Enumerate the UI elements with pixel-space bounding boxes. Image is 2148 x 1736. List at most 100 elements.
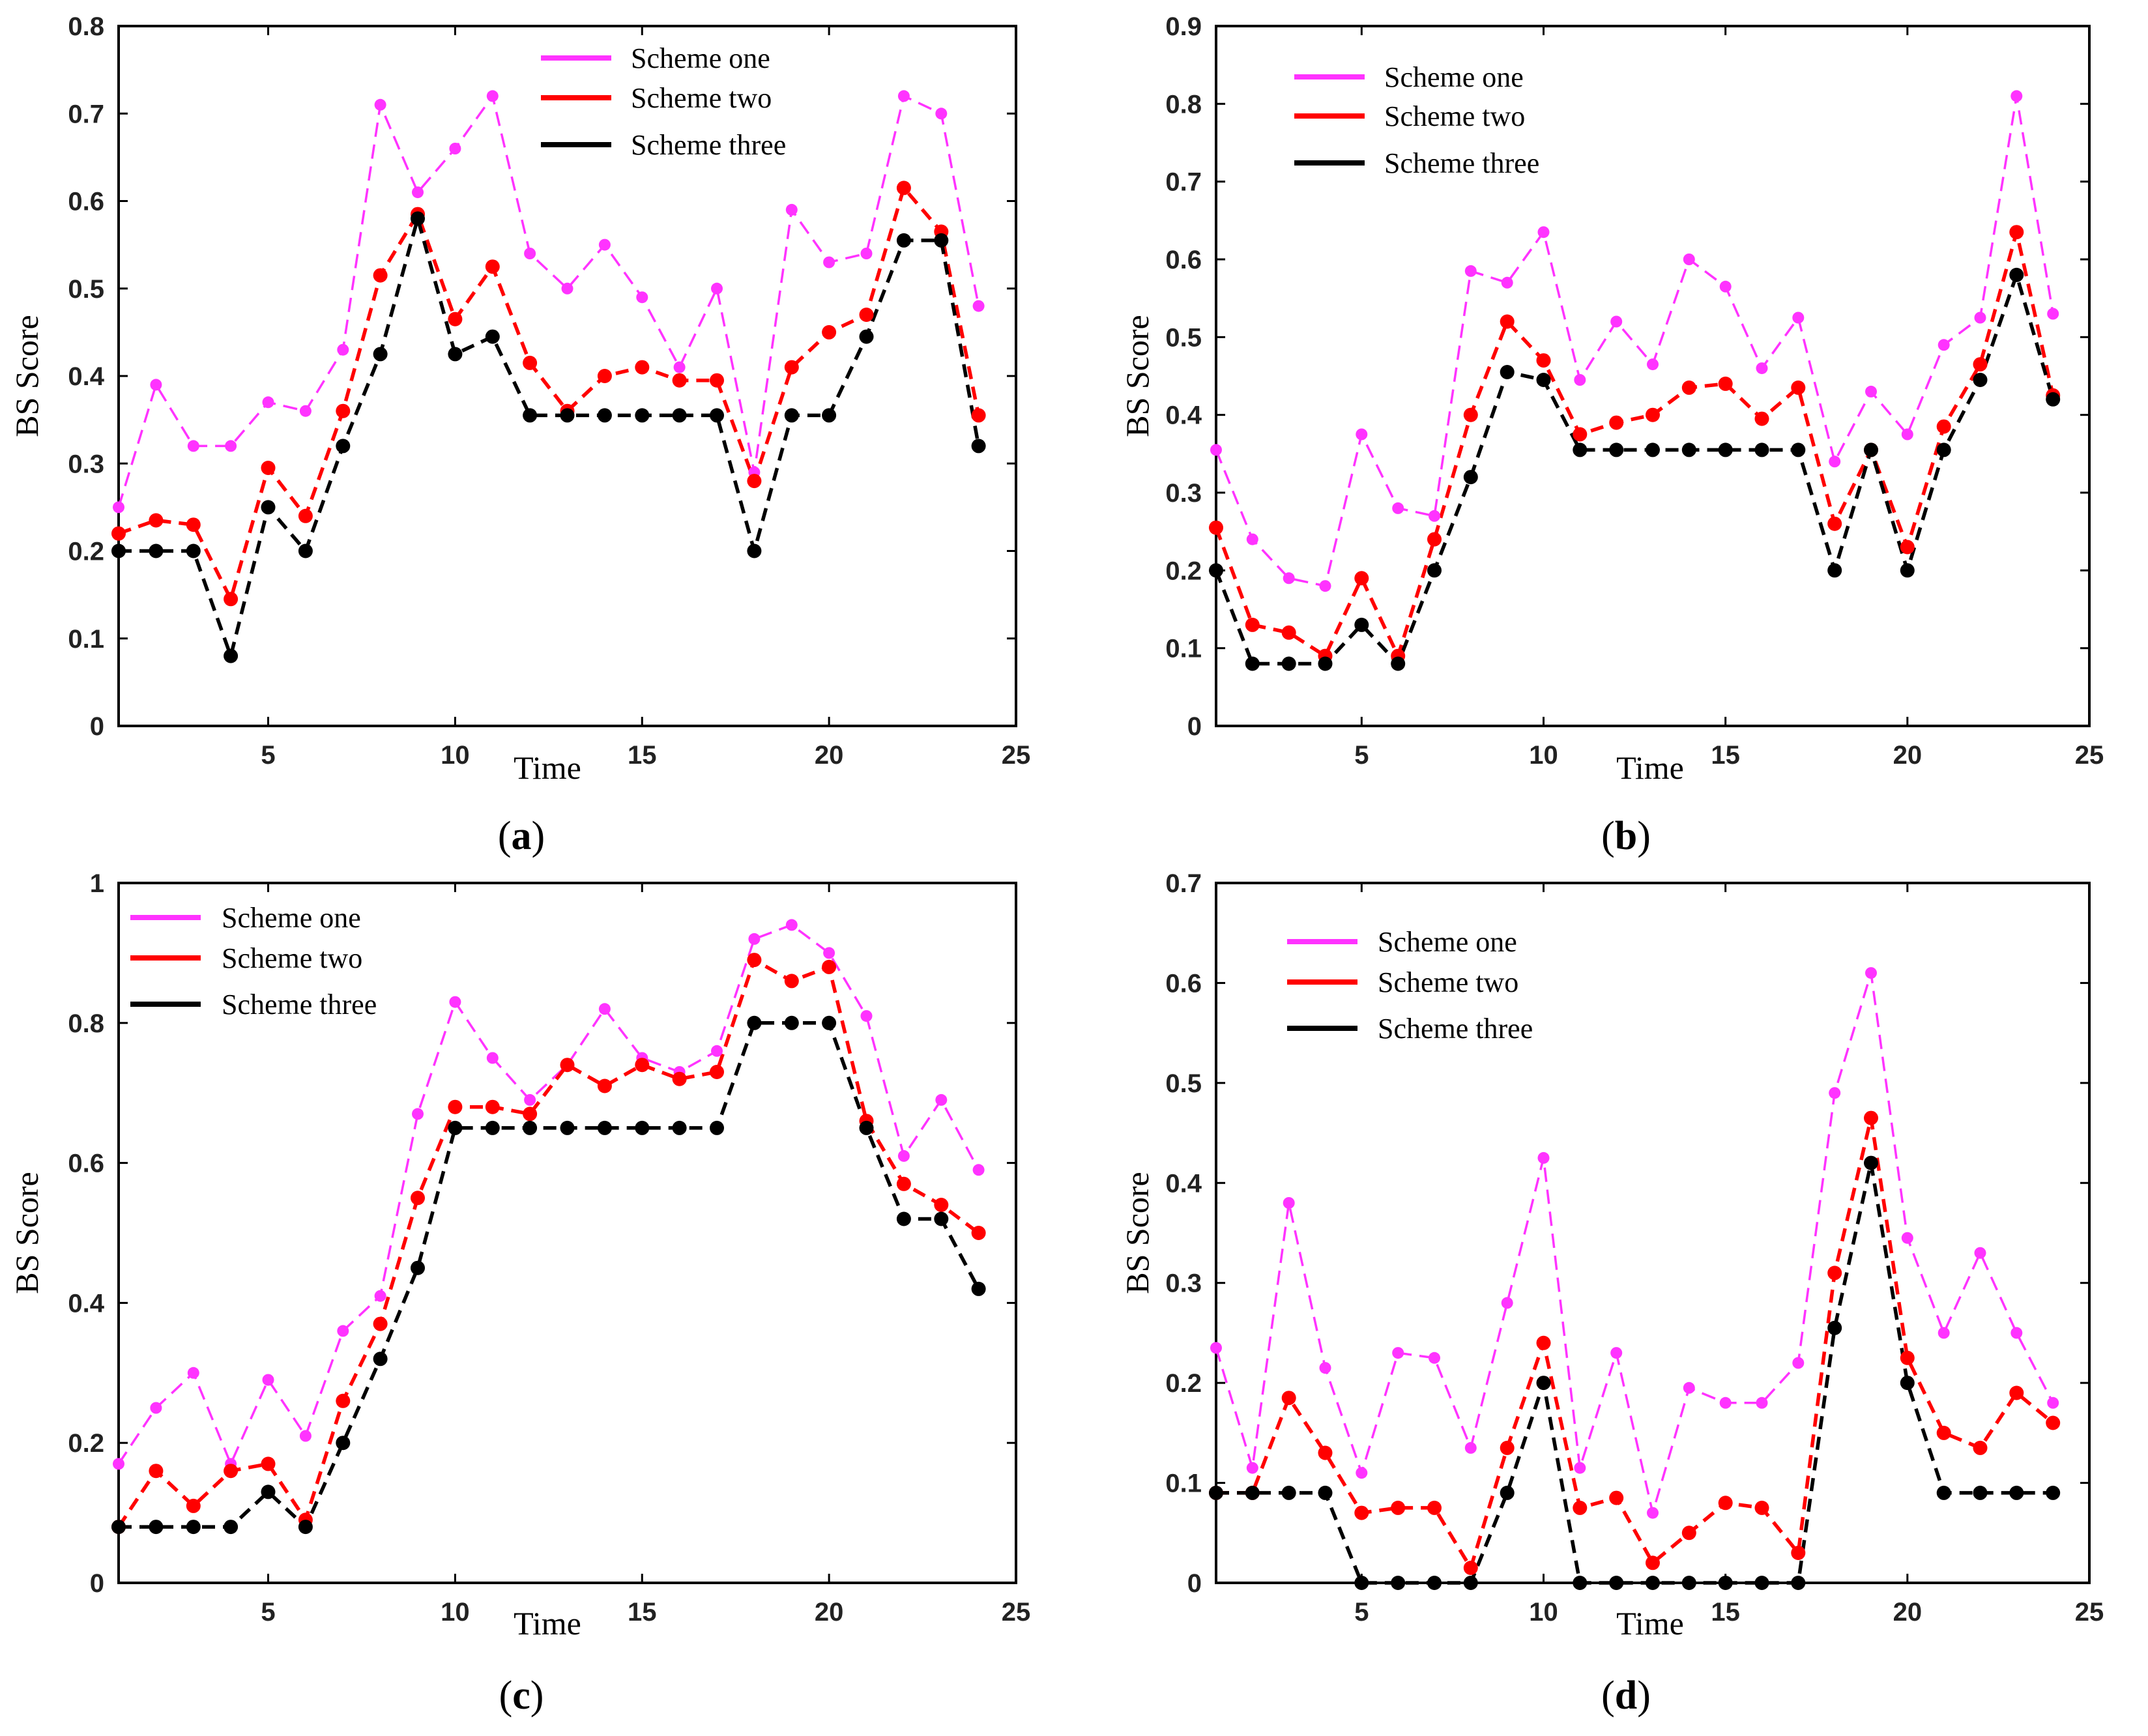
data-point-scheme-one	[1319, 1362, 1331, 1374]
data-point-scheme-three	[1936, 442, 1951, 457]
y-tick-label: 0.6	[1165, 969, 1202, 998]
data-point-scheme-one	[337, 1325, 349, 1337]
x-tick-label: 20	[815, 1598, 844, 1627]
y-tick-label: 0.9	[1165, 12, 1202, 41]
y-tick-label: 0.7	[1165, 869, 1202, 898]
data-point-scheme-two	[149, 513, 164, 528]
data-point-scheme-two	[111, 526, 126, 541]
data-point-scheme-three	[747, 1015, 762, 1030]
data-point-scheme-three	[1791, 1576, 1806, 1590]
data-point-scheme-one	[935, 108, 948, 120]
data-point-scheme-one	[860, 1010, 873, 1022]
data-point-scheme-two	[1681, 380, 1696, 395]
data-point-scheme-one	[785, 203, 798, 216]
x-tick-label: 20	[1893, 741, 1923, 770]
data-point-scheme-two	[485, 259, 500, 274]
data-point-scheme-one	[1829, 1087, 1841, 1099]
data-point-scheme-one	[711, 1045, 723, 1057]
y-tick-label: 0.2	[68, 538, 104, 566]
data-point-scheme-two	[523, 1107, 538, 1121]
data-point-scheme-three	[859, 329, 874, 344]
caption-close: )	[1637, 814, 1651, 858]
x-tick-label: 15	[1711, 741, 1740, 770]
data-point-scheme-three	[1681, 442, 1696, 457]
data-point-scheme-two	[1354, 571, 1369, 586]
data-point-scheme-one	[1392, 502, 1404, 514]
data-point-scheme-two	[1281, 1391, 1296, 1406]
data-point-scheme-one	[374, 1290, 386, 1302]
y-tick-label: 0	[1187, 712, 1202, 741]
data-point-scheme-three	[1900, 1376, 1915, 1391]
data-point-scheme-two	[1463, 407, 1478, 422]
data-point-scheme-two	[448, 311, 463, 326]
caption-open: (	[499, 1673, 513, 1718]
x-axis-label: Time	[514, 1605, 581, 1642]
data-point-scheme-three	[149, 1520, 164, 1535]
data-point-scheme-two	[1427, 532, 1442, 547]
tick-group	[1216, 25, 2091, 727]
x-tick-label: 15	[1711, 1598, 1740, 1627]
data-point-scheme-one	[337, 343, 349, 356]
data-point-scheme-one	[1392, 1347, 1404, 1359]
data-point-scheme-three	[971, 1281, 986, 1296]
y-tick-label: 0.4	[68, 362, 104, 391]
data-point-scheme-one	[449, 996, 461, 1008]
data-point-scheme-three	[1463, 1576, 1478, 1590]
legend-label-scheme-three: Scheme three	[222, 989, 377, 1020]
data-point-scheme-two	[523, 355, 538, 370]
series-line-scheme-two	[118, 186, 981, 601]
data-point-scheme-three	[597, 1120, 612, 1135]
x-tick-label: 5	[1354, 741, 1369, 770]
y-tick-label: 0.2	[1165, 557, 1202, 585]
x-tick-label: 25	[2075, 741, 2104, 770]
data-point-scheme-two	[710, 373, 724, 388]
x-tick-label: 15	[628, 741, 657, 770]
caption-letter: b	[1615, 814, 1637, 858]
data-point-scheme-three	[859, 1120, 874, 1135]
series-line-scheme-three	[1216, 1161, 2054, 1585]
data-point-scheme-one	[150, 1402, 162, 1414]
data-point-scheme-one	[1501, 276, 1513, 289]
data-point-scheme-one	[524, 1093, 536, 1106]
data-point-scheme-two	[747, 474, 762, 489]
data-point-scheme-three	[485, 1120, 500, 1135]
data-point-scheme-two	[373, 268, 388, 283]
data-point-scheme-three	[224, 648, 239, 663]
data-point-scheme-two	[784, 974, 799, 989]
data-point-scheme-three	[1536, 1376, 1551, 1391]
y-tick-label: 0.4	[1165, 1169, 1202, 1198]
data-point-scheme-three	[1573, 1576, 1588, 1590]
series-line-scheme-two	[1214, 230, 2055, 658]
y-tick-label: 0.8	[68, 12, 104, 41]
data-point-scheme-one	[486, 1052, 499, 1064]
caption-close: )	[1637, 1673, 1651, 1718]
data-point-scheme-two	[1718, 1496, 1733, 1511]
data-point-scheme-one	[860, 248, 873, 259]
data-point-scheme-one	[935, 1093, 948, 1106]
data-point-scheme-one	[1756, 362, 1768, 375]
data-point-scheme-three	[784, 408, 799, 423]
data-point-scheme-one	[1283, 1197, 1295, 1209]
data-point-scheme-two	[1754, 411, 1769, 426]
y-tick-label: 0.3	[1165, 1269, 1202, 1298]
data-point-scheme-two	[186, 517, 201, 532]
data-point-scheme-one	[1865, 967, 1877, 979]
data-point-scheme-three	[710, 408, 724, 423]
data-point-scheme-three	[822, 408, 837, 423]
x-tick-label: 25	[1002, 741, 1031, 770]
data-point-scheme-three	[373, 347, 388, 362]
data-point-scheme-three	[1427, 563, 1442, 578]
data-point-scheme-one	[187, 440, 199, 452]
data-point-scheme-one	[748, 933, 761, 945]
data-point-scheme-three	[1281, 656, 1296, 671]
caption-close: )	[530, 1673, 544, 1718]
data-point-scheme-two	[1281, 625, 1296, 640]
data-point-scheme-two	[1827, 516, 1842, 531]
data-point-scheme-one	[2047, 1396, 2059, 1409]
data-point-scheme-one	[1537, 226, 1550, 239]
data-point-scheme-one	[711, 282, 723, 295]
data-point-scheme-two	[1536, 353, 1551, 368]
data-point-scheme-one	[412, 186, 424, 199]
legend: Scheme one Scheme two Scheme three	[130, 902, 377, 1020]
